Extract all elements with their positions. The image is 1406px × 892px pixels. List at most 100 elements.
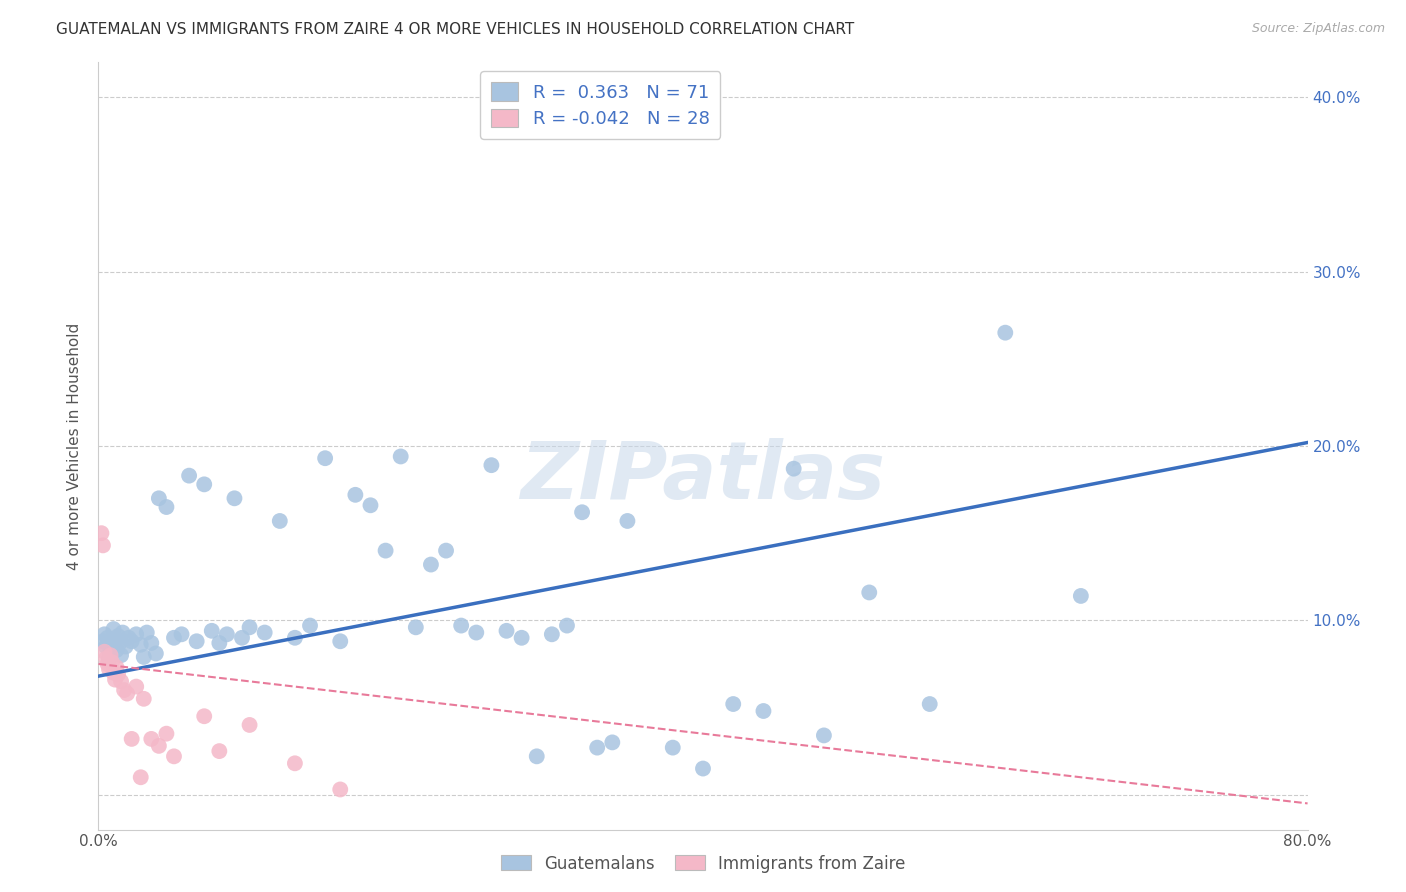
Point — [107, 667, 129, 681]
Point — [179, 468, 201, 483]
Point — [186, 634, 208, 648]
Point — [96, 657, 118, 671]
Point — [314, 451, 336, 466]
Point — [389, 450, 412, 464]
Point — [145, 647, 167, 661]
Point — [692, 762, 714, 776]
Point — [129, 638, 152, 652]
Point — [1070, 589, 1092, 603]
Point — [208, 744, 231, 758]
Point — [783, 461, 806, 475]
Point — [98, 662, 121, 676]
Point — [100, 648, 122, 663]
Point — [329, 782, 352, 797]
Point — [112, 683, 135, 698]
Point — [94, 640, 117, 654]
Point — [269, 514, 291, 528]
Point — [103, 665, 125, 680]
Point — [125, 680, 148, 694]
Point — [132, 649, 155, 664]
Point — [93, 627, 115, 641]
Point — [148, 491, 170, 506]
Point — [723, 697, 745, 711]
Point — [132, 691, 155, 706]
Point — [121, 731, 143, 746]
Legend: Guatemalans, Immigrants from Zaire: Guatemalans, Immigrants from Zaire — [494, 848, 912, 880]
Point — [752, 704, 775, 718]
Point — [540, 627, 562, 641]
Point — [129, 770, 152, 784]
Text: GUATEMALAN VS IMMIGRANTS FROM ZAIRE 4 OR MORE VEHICLES IN HOUSEHOLD CORRELATION : GUATEMALAN VS IMMIGRANTS FROM ZAIRE 4 OR… — [56, 22, 855, 37]
Point — [465, 625, 488, 640]
Point — [918, 697, 941, 711]
Point — [224, 491, 246, 506]
Point — [215, 627, 238, 641]
Point — [100, 645, 122, 659]
Point — [148, 739, 170, 753]
Point — [104, 673, 127, 687]
Point — [107, 629, 129, 643]
Point — [115, 687, 138, 701]
Point — [299, 618, 322, 632]
Point — [94, 651, 117, 665]
Point — [616, 514, 638, 528]
Point — [420, 558, 443, 572]
Point — [284, 631, 307, 645]
Legend: R =  0.363   N = 71, R = -0.042   N = 28: R = 0.363 N = 71, R = -0.042 N = 28 — [481, 71, 720, 139]
Point — [193, 477, 215, 491]
Point — [125, 627, 148, 641]
Point — [91, 634, 114, 648]
Point — [155, 726, 177, 740]
Point — [170, 627, 193, 641]
Point — [231, 631, 253, 645]
Point — [994, 326, 1017, 340]
Point — [360, 498, 382, 512]
Point — [253, 625, 276, 640]
Point — [526, 749, 548, 764]
Point — [602, 735, 624, 749]
Text: ZIPatlas: ZIPatlas — [520, 438, 886, 516]
Point — [344, 488, 367, 502]
Point — [586, 740, 609, 755]
Point — [108, 636, 131, 650]
Point — [163, 631, 186, 645]
Point — [105, 643, 128, 657]
Point — [201, 624, 224, 638]
Point — [329, 634, 352, 648]
Point — [481, 458, 503, 472]
Point — [813, 728, 835, 742]
Text: Source: ZipAtlas.com: Source: ZipAtlas.com — [1251, 22, 1385, 36]
Point — [141, 731, 163, 746]
Point — [90, 526, 112, 541]
Point — [571, 505, 593, 519]
Point — [91, 538, 114, 552]
Point — [163, 749, 186, 764]
Point — [110, 674, 132, 689]
Point — [118, 631, 141, 645]
Point — [405, 620, 427, 634]
Point — [103, 622, 125, 636]
Point — [284, 756, 307, 771]
Point — [858, 585, 880, 599]
Point — [101, 655, 124, 669]
Point — [110, 648, 132, 663]
Y-axis label: 4 or more Vehicles in Household: 4 or more Vehicles in Household — [67, 322, 83, 570]
Point — [105, 660, 128, 674]
Point — [114, 640, 136, 654]
Point — [208, 636, 231, 650]
Point — [141, 636, 163, 650]
Point — [93, 645, 115, 659]
Point — [239, 620, 262, 634]
Point — [96, 631, 118, 645]
Point — [155, 500, 177, 514]
Point — [555, 618, 578, 632]
Point — [98, 651, 121, 665]
Point — [135, 625, 157, 640]
Point — [510, 631, 533, 645]
Point — [239, 718, 262, 732]
Point — [193, 709, 215, 723]
Point — [111, 625, 134, 640]
Point — [661, 740, 683, 755]
Point — [434, 543, 457, 558]
Point — [495, 624, 517, 638]
